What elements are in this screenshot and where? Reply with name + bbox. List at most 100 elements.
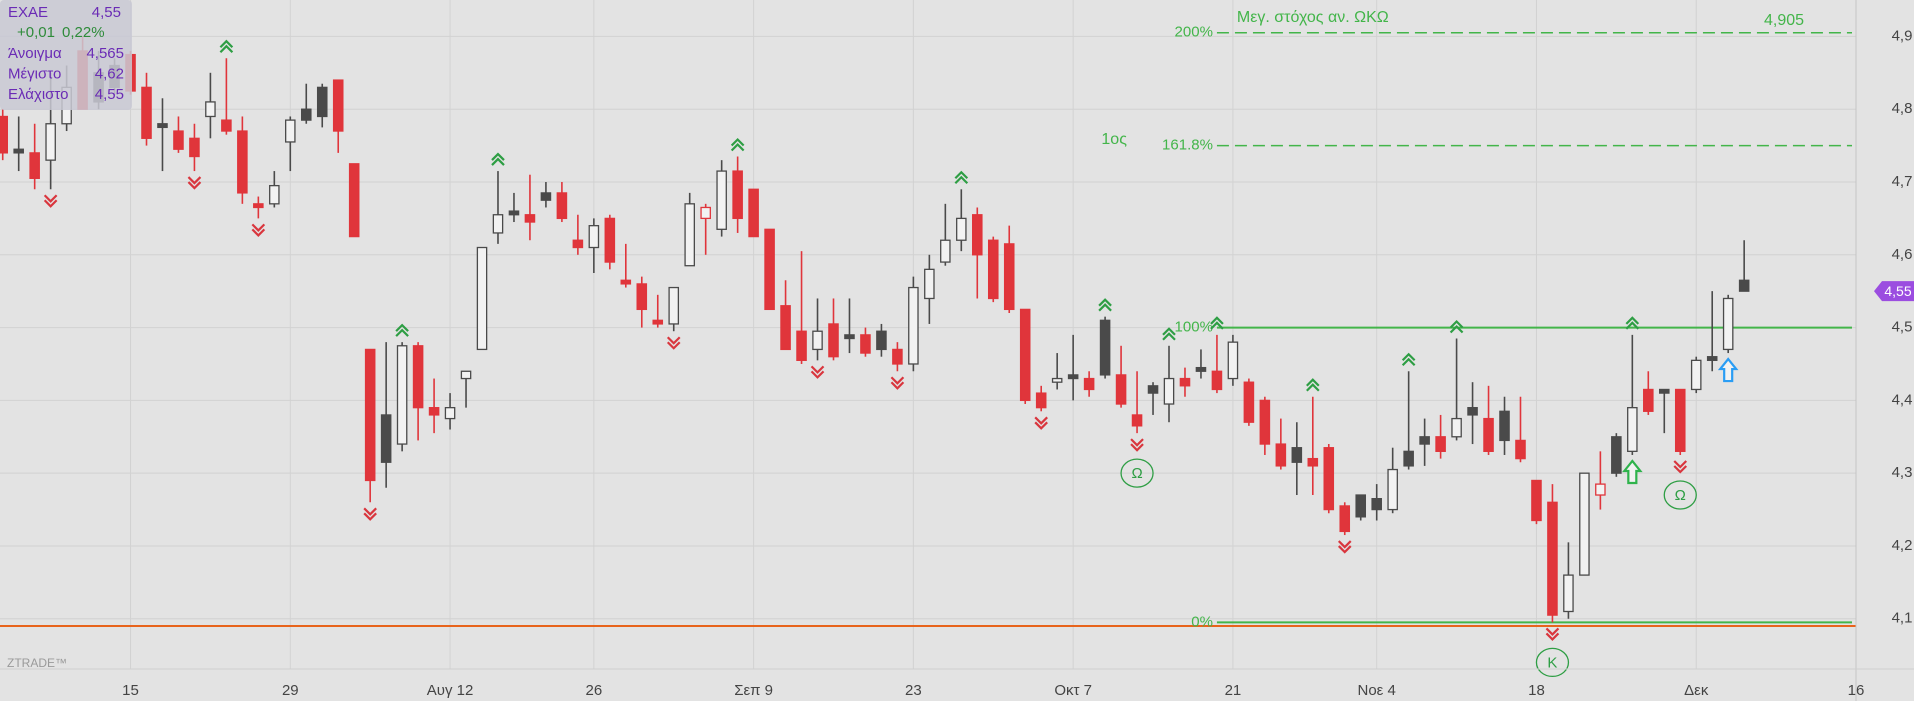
candle-body — [1611, 436, 1622, 474]
y-tick-label: 4,6 — [1892, 246, 1913, 263]
candle-body — [412, 345, 424, 409]
candle-body — [620, 279, 632, 285]
candle-body — [1227, 341, 1239, 380]
candle-body — [1451, 417, 1462, 438]
candle-body — [1658, 388, 1670, 394]
watermark: ZTRADE™ — [7, 656, 67, 670]
peak-marker — [1449, 319, 1464, 334]
candle-body — [1115, 374, 1127, 405]
y-tick-label: 4,2 — [1892, 537, 1913, 554]
trough-marker — [251, 223, 266, 237]
candle-body — [556, 192, 568, 220]
y-tick-label: 4,3 — [1892, 464, 1913, 481]
candle-body — [1371, 498, 1382, 511]
change-pct: 0,22% — [62, 24, 105, 41]
trough-marker — [666, 336, 681, 350]
y-tick-label: 4,1 — [1892, 610, 1913, 627]
candle-body — [1035, 392, 1047, 409]
candle-body — [444, 407, 456, 420]
candle-body — [253, 203, 264, 209]
candle-body — [1738, 279, 1750, 292]
y-tick-label: 4,9 — [1892, 27, 1913, 44]
candle-body — [141, 86, 152, 139]
candle-body — [316, 86, 328, 118]
last-price-tag — [1874, 281, 1914, 302]
candle-body — [1099, 319, 1111, 376]
candle-body — [956, 217, 967, 241]
candle-body — [205, 101, 216, 118]
symbol: EXAE — [8, 4, 48, 21]
candle-body — [45, 123, 56, 161]
x-tick-label: 18 — [1528, 682, 1545, 699]
peak-marker — [954, 170, 969, 185]
annotation-circle — [1120, 458, 1154, 488]
info-value: 4,62 — [95, 65, 124, 82]
candle-body — [524, 214, 536, 223]
candle-body — [380, 414, 392, 463]
last-price-label: 4,55 — [1884, 283, 1911, 299]
candle-body — [476, 246, 488, 351]
peak-marker — [1162, 327, 1176, 341]
candle-body — [668, 286, 680, 325]
trough-marker — [890, 376, 905, 390]
annotation-circle — [1535, 647, 1570, 678]
candle-body — [652, 319, 664, 325]
candle-body — [29, 152, 40, 180]
candle-body — [1179, 377, 1191, 387]
y-tick-label: 4,7 — [1892, 173, 1913, 190]
x-tick-label: 29 — [282, 682, 299, 699]
candle-body — [221, 119, 232, 132]
candle-body — [1627, 407, 1638, 452]
candle-body — [796, 330, 807, 361]
candle-body — [492, 214, 504, 234]
candle-body — [924, 268, 935, 300]
candle-body — [764, 228, 775, 311]
info-label: Μέγιστο — [8, 65, 61, 82]
candle-body — [460, 370, 472, 380]
x-tick-label: Σεπ 9 — [734, 682, 773, 699]
candle-body — [1579, 472, 1590, 576]
x-tick-label: 15 — [122, 682, 139, 699]
candle-body — [684, 203, 695, 267]
annotation-label: Ω — [1675, 487, 1686, 504]
candle-body — [13, 148, 24, 154]
candle-body — [157, 123, 168, 129]
candle-body — [348, 163, 360, 238]
info-box: EXAE 4,55 +0,01 0,22% Άνοιγμα 4,565 Μέγιστ… — [0, 0, 132, 110]
candle-body — [892, 348, 903, 365]
candle-body — [828, 323, 839, 358]
y-tick-label: 4,5 — [1892, 319, 1913, 336]
annotation-circle — [1663, 480, 1697, 510]
candle-body — [1419, 436, 1430, 445]
candle-body — [604, 217, 616, 263]
candle-body — [173, 130, 184, 150]
candle-body — [1275, 443, 1287, 467]
candle-body — [1722, 297, 1734, 351]
fib-label: 0% — [1191, 613, 1213, 630]
fib-label: 200% — [1175, 24, 1213, 41]
candle-body — [716, 170, 727, 230]
change: +0,01 — [17, 24, 55, 41]
candle-body — [1083, 377, 1095, 391]
trough-marker — [363, 507, 377, 521]
info-label: Ελάχιστο — [8, 86, 68, 103]
candle-body — [1195, 366, 1207, 372]
candle-body — [700, 206, 711, 220]
peak-marker — [1098, 298, 1112, 312]
candle-body — [428, 407, 440, 416]
candle-body — [1563, 574, 1574, 613]
candle-body — [908, 286, 919, 365]
peak-marker — [1306, 378, 1320, 392]
fib-price-label: 4,905 — [1764, 12, 1804, 29]
candle-body — [300, 108, 312, 121]
candle-body — [1387, 468, 1398, 511]
candle-body — [1355, 494, 1367, 518]
candle-body — [1515, 439, 1526, 460]
peak-marker — [1210, 316, 1224, 330]
x-tick-label: Νοε 4 — [1358, 682, 1396, 699]
candle-body — [1051, 377, 1063, 383]
trough-marker — [1545, 627, 1560, 641]
candle-body — [780, 305, 791, 351]
